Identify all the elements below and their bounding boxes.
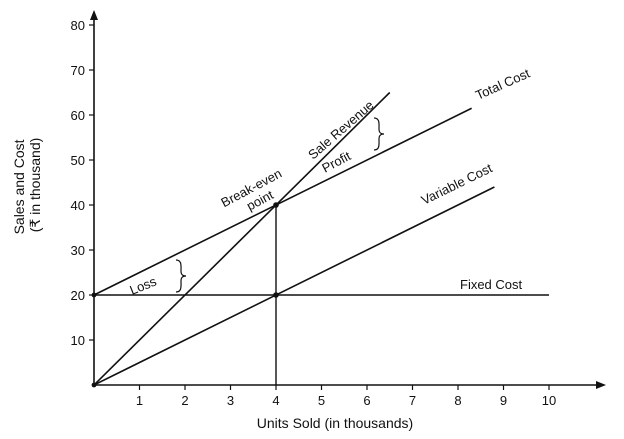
y-axis-arrow-icon bbox=[90, 10, 98, 20]
x-tick-label: 1 bbox=[136, 393, 143, 408]
x-axis-arrow-icon bbox=[596, 381, 606, 389]
y-tick-label: 30 bbox=[71, 243, 85, 258]
x-axis-title: Units Sold (in thousands) bbox=[257, 415, 413, 431]
x-tick-label: 10 bbox=[542, 393, 556, 408]
x-tick-label: 5 bbox=[318, 393, 325, 408]
x-tick-label: 4 bbox=[272, 393, 279, 408]
y-axis-title-line2: (₹ in thousand) bbox=[27, 138, 43, 233]
loss-label: Loss bbox=[128, 273, 160, 297]
series-line-total-cost bbox=[93, 107, 473, 296]
x-tick-label: 7 bbox=[409, 393, 416, 408]
break-even-point bbox=[273, 202, 279, 208]
x-tick-label: 3 bbox=[227, 393, 234, 408]
y-axis-title-line1: Sales and Cost bbox=[11, 139, 27, 234]
y-tick-label: 70 bbox=[71, 63, 85, 78]
x-tick-label: 9 bbox=[500, 393, 507, 408]
x-tick-label: 6 bbox=[363, 393, 370, 408]
y-tick-label: 60 bbox=[71, 108, 85, 123]
series-line-variable-cost bbox=[93, 186, 495, 386]
loss-brace-icon bbox=[175, 259, 187, 293]
origin-point bbox=[91, 382, 97, 388]
y-tick-label: 80 bbox=[71, 18, 85, 33]
y-tick-label: 40 bbox=[71, 198, 85, 213]
y-tick-label: 10 bbox=[71, 333, 85, 348]
y-tick-label: 20 bbox=[71, 288, 85, 303]
fixed-cost-start-point bbox=[91, 292, 97, 298]
x-tick-label: 8 bbox=[454, 393, 461, 408]
series-lines bbox=[91, 91, 549, 388]
fixed-variable-intersection-point bbox=[273, 292, 279, 298]
series-label-variable-cost: Variable Cost bbox=[419, 160, 495, 207]
profit-brace-icon bbox=[373, 117, 385, 151]
axes: 1 2 3 4 5 6 7 8 9 10 10 20 30 40 50 60 70 80 bbox=[71, 10, 606, 408]
series-label-total-cost: Total Cost bbox=[473, 65, 532, 102]
series-line-sale-revenue bbox=[93, 91, 391, 386]
series-label-fixed-cost: Fixed Cost bbox=[460, 277, 523, 292]
x-tick-label: 2 bbox=[181, 393, 188, 408]
y-axis-title: Sales and Cost (₹ in thousand) bbox=[11, 136, 43, 235]
y-tick-label: 50 bbox=[71, 153, 85, 168]
